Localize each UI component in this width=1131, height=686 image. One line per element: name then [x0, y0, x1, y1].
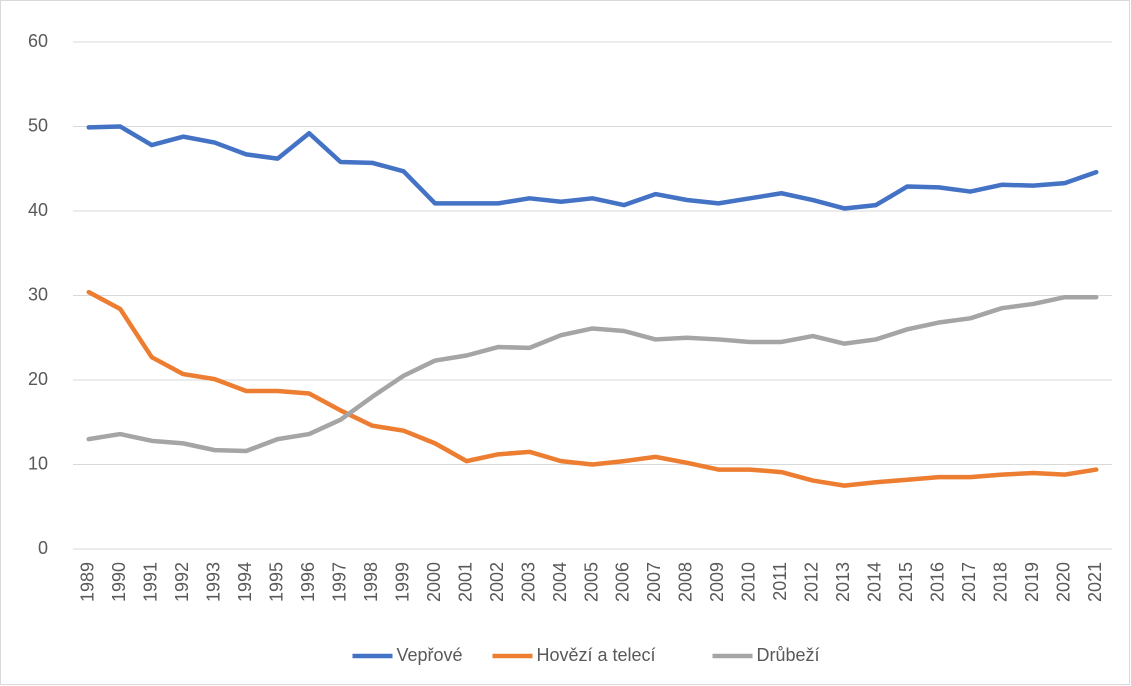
y-tick-label: 10: [28, 453, 48, 473]
x-tick-label: 2011: [770, 562, 790, 601]
x-tick-label: 2004: [550, 562, 570, 602]
x-tick-label: 1995: [266, 562, 286, 602]
x-tick-label: 2008: [676, 562, 696, 602]
y-tick-label: 30: [28, 284, 48, 304]
x-tick-label: 2009: [707, 562, 727, 602]
x-tick-label: 2005: [581, 562, 601, 602]
x-tick-label: 2007: [644, 562, 664, 602]
x-tick-label: 2001: [455, 562, 475, 602]
x-tick-label: 2019: [1022, 562, 1042, 602]
x-tick-label: 2020: [1054, 562, 1074, 602]
x-tick-label: 2002: [487, 562, 507, 602]
x-tick-label: 1993: [203, 562, 223, 602]
x-tick-label: 2012: [802, 562, 822, 602]
x-tick-label: 2016: [928, 562, 948, 602]
x-tick-label: 2017: [959, 562, 979, 602]
x-tick-label: 2014: [865, 562, 885, 602]
x-tick-label: 1994: [235, 562, 255, 602]
y-tick-label: 50: [28, 115, 48, 135]
y-tick-label: 40: [28, 200, 48, 220]
data-line: [86, 124, 1099, 211]
x-tick-label: 1998: [361, 562, 381, 602]
x-tick-label: 2013: [833, 562, 853, 602]
x-tick-label: 1989: [77, 562, 97, 602]
x-tick-label: 1996: [298, 562, 318, 602]
x-tick-label: 1999: [392, 562, 412, 602]
x-tick-label: 1997: [329, 562, 349, 602]
data-line: [86, 289, 1099, 488]
x-tick-label: 2015: [896, 562, 916, 602]
x-tick-label: 2018: [991, 562, 1011, 602]
x-tick-label: 2003: [518, 562, 538, 602]
x-tick-label: 2000: [424, 562, 444, 602]
legend-label: Hovězí a telecí: [537, 645, 656, 665]
x-tick-label: 1990: [109, 562, 129, 602]
y-tick-label: 20: [28, 369, 48, 389]
y-tick-label: 0: [38, 538, 48, 558]
x-tick-label: 2010: [739, 562, 759, 602]
x-tick-label: 1991: [140, 562, 160, 602]
x-tick-label: 2006: [613, 562, 633, 602]
legend-label: Drůbeží: [757, 645, 820, 665]
data-line: [86, 294, 1099, 454]
y-tick-label: 60: [28, 31, 48, 51]
legend-label: Vepřové: [397, 645, 463, 665]
x-tick-label: 2021: [1085, 562, 1105, 602]
x-tick-label: 1992: [172, 562, 192, 602]
